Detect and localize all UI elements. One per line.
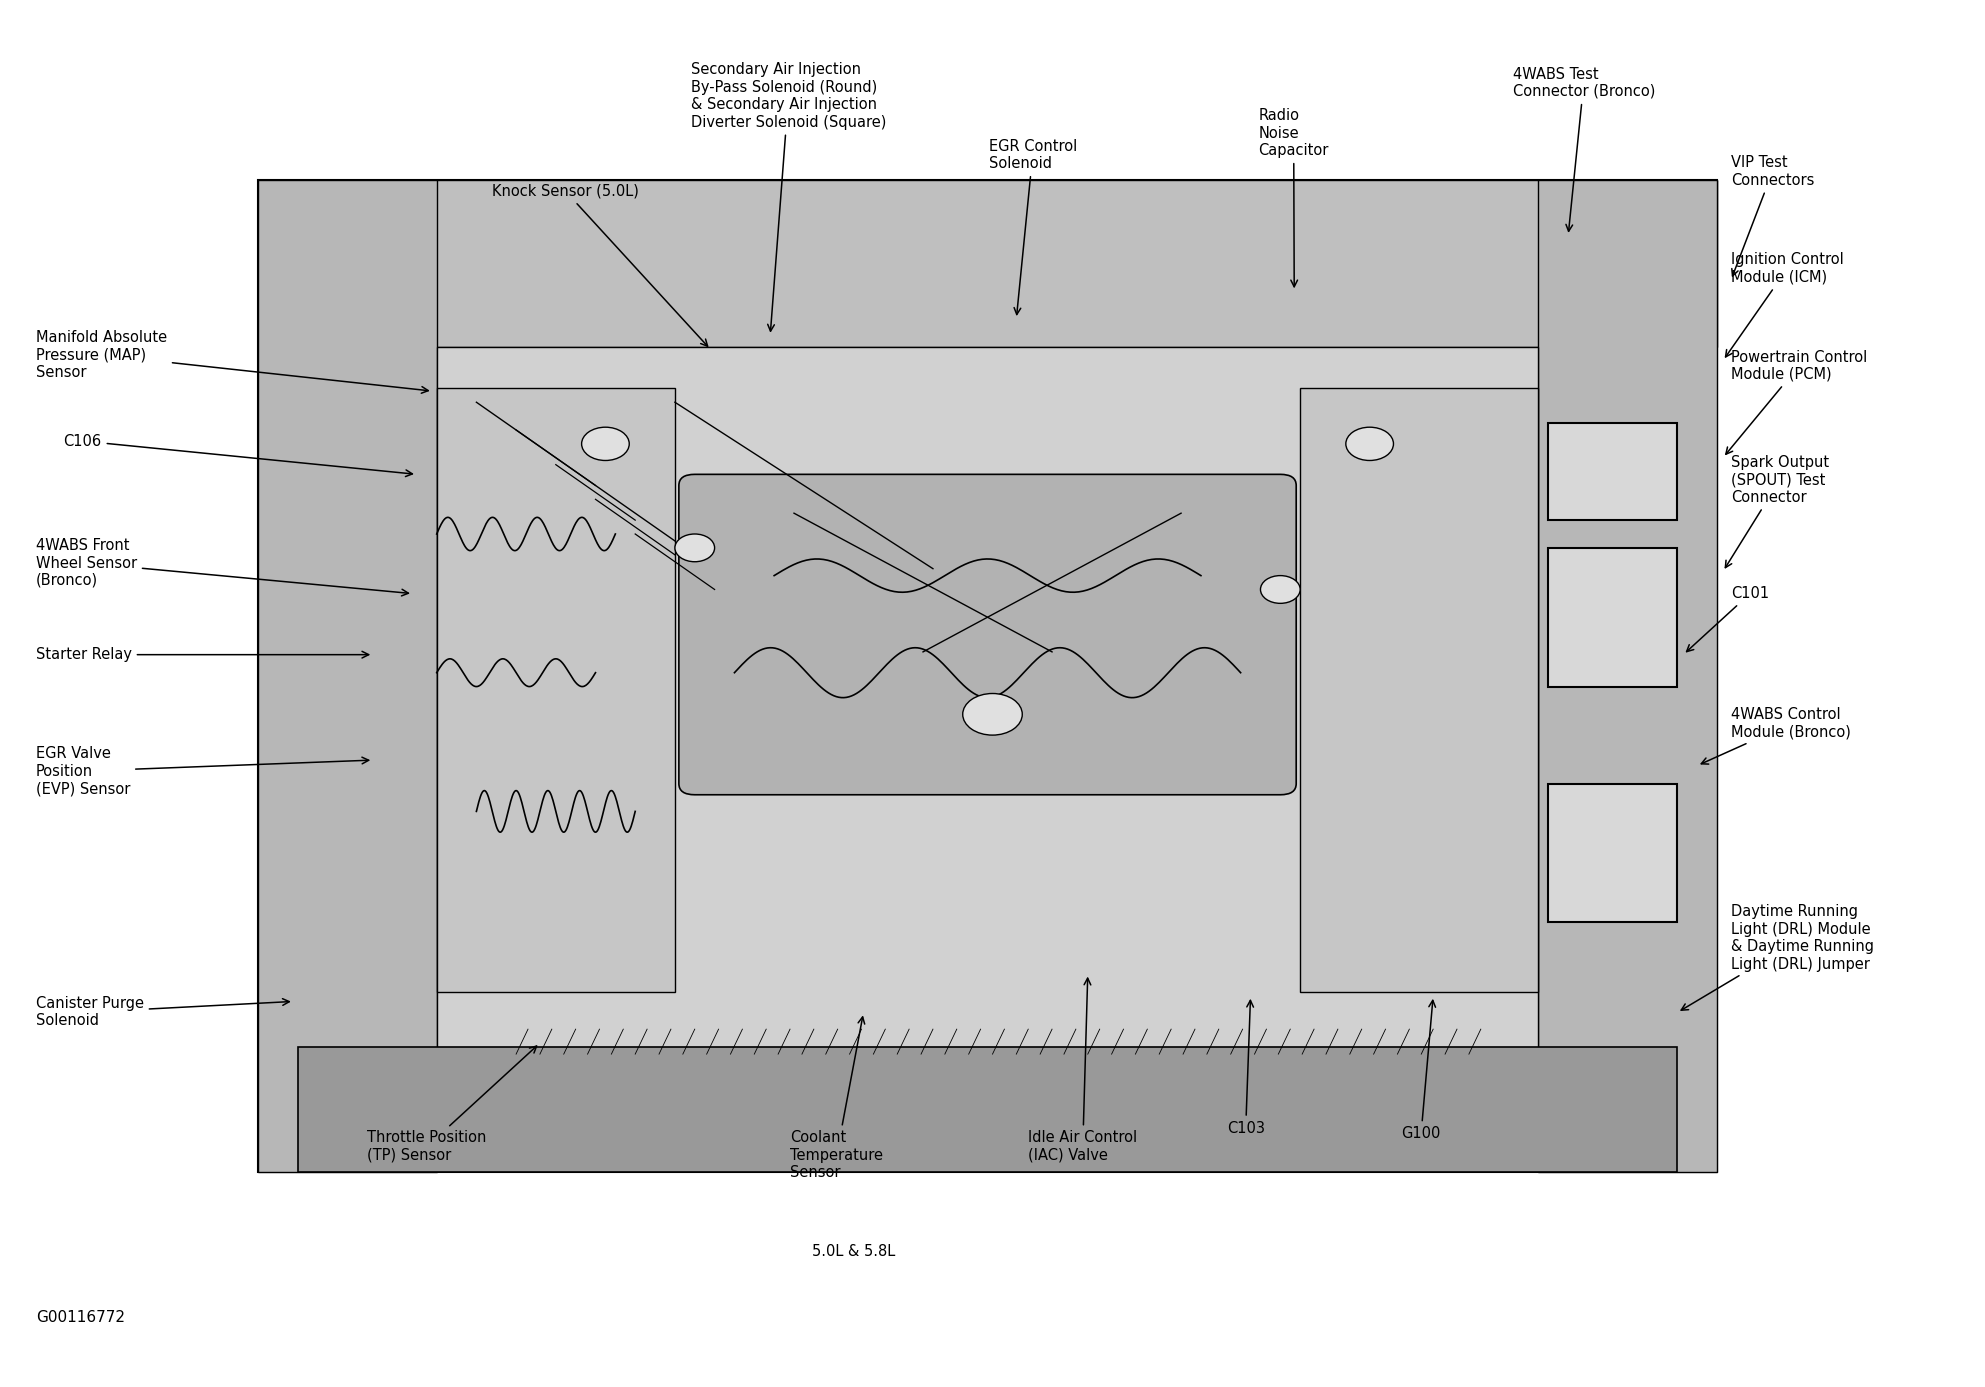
Text: Secondary Air Injection
By-Pass Solenoid (Round)
& Secondary Air Injection
Diver: Secondary Air Injection By-Pass Solenoid… (691, 62, 885, 331)
Text: Coolant
Temperature
Sensor: Coolant Temperature Sensor (790, 1017, 883, 1180)
Text: 5.0L & 5.8L: 5.0L & 5.8L (812, 1244, 895, 1258)
Bar (437, 388, 675, 992)
Circle shape (582, 427, 629, 460)
Text: Canister Purge
Solenoid: Canister Purge Solenoid (36, 996, 290, 1028)
Text: Throttle Position
(TP) Sensor: Throttle Position (TP) Sensor (367, 1046, 536, 1162)
Circle shape (1346, 427, 1393, 460)
Bar (258, 180, 437, 1172)
Text: Daytime Running
Light (DRL) Module
& Daytime Running
Light (DRL) Jumper: Daytime Running Light (DRL) Module & Day… (1681, 904, 1874, 1010)
Circle shape (675, 534, 715, 562)
Text: C106: C106 (64, 434, 413, 477)
FancyBboxPatch shape (679, 474, 1296, 795)
Text: EGR Control
Solenoid: EGR Control Solenoid (989, 139, 1076, 315)
FancyBboxPatch shape (1548, 548, 1677, 687)
Text: 4WABS Front
Wheel Sensor
(Bronco): 4WABS Front Wheel Sensor (Bronco) (36, 538, 409, 596)
Text: Ignition Control
Module (ICM): Ignition Control Module (ICM) (1725, 252, 1844, 356)
FancyBboxPatch shape (1548, 784, 1677, 922)
Text: G100: G100 (1401, 1000, 1441, 1142)
Text: Starter Relay: Starter Relay (36, 648, 369, 662)
Text: Knock Sensor (5.0L): Knock Sensor (5.0L) (492, 184, 707, 347)
Text: VIP Test
Connectors: VIP Test Connectors (1731, 155, 1814, 276)
Text: Powertrain Control
Module (PCM): Powertrain Control Module (PCM) (1725, 350, 1868, 455)
Text: Manifold Absolute
Pressure (MAP)
Sensor: Manifold Absolute Pressure (MAP) Sensor (36, 330, 429, 394)
Text: Idle Air Control
(IAC) Valve: Idle Air Control (IAC) Valve (1028, 978, 1137, 1162)
Text: Spark Output
(SPOUT) Test
Connector: Spark Output (SPOUT) Test Connector (1725, 455, 1828, 567)
Text: EGR Valve
Position
(EVP) Sensor: EGR Valve Position (EVP) Sensor (36, 746, 369, 796)
Bar (298, 1047, 1677, 1172)
Text: 4WABS Control
Module (Bronco): 4WABS Control Module (Bronco) (1701, 707, 1850, 764)
FancyBboxPatch shape (1548, 423, 1677, 520)
Bar (258, 180, 1717, 1172)
Circle shape (963, 694, 1022, 735)
Text: G00116772: G00116772 (36, 1311, 125, 1325)
Text: 4WABS Test
Connector (Bronco): 4WABS Test Connector (Bronco) (1513, 67, 1655, 232)
Text: C101: C101 (1687, 587, 1769, 652)
Bar (437, 347, 1538, 1061)
Bar (1300, 388, 1538, 992)
Text: Radio
Noise
Capacitor: Radio Noise Capacitor (1258, 108, 1328, 287)
Bar (258, 180, 1717, 347)
Text: C103: C103 (1227, 1000, 1264, 1136)
Bar (1538, 180, 1717, 1172)
Circle shape (1260, 576, 1300, 603)
